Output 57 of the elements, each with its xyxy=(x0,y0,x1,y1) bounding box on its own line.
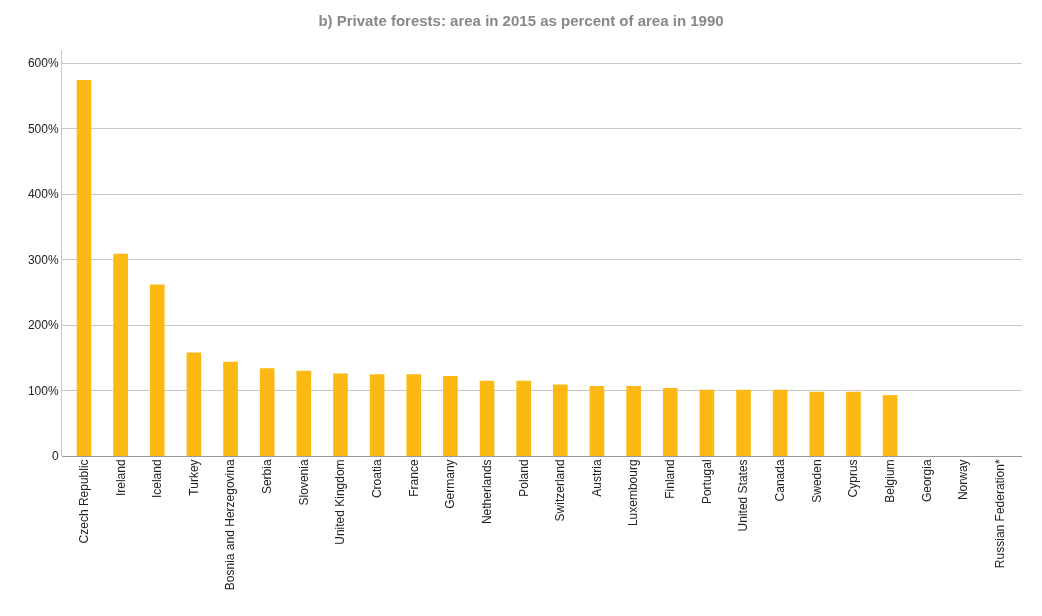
chart-title: b) Private forests: area in 2015 as percent of area in 1990 xyxy=(318,11,724,29)
bar xyxy=(259,368,275,456)
bar xyxy=(882,395,898,456)
bar xyxy=(589,385,605,456)
y-tick-label: 100% xyxy=(27,383,59,398)
bar xyxy=(479,380,495,456)
x-tick-label: Sweden xyxy=(809,459,824,503)
bar xyxy=(113,253,128,456)
x-tick-label: Germany xyxy=(443,459,458,509)
x-tick-label: Netherlands xyxy=(479,459,494,525)
bar xyxy=(369,374,385,456)
x-tick-label: Canada xyxy=(773,459,788,502)
y-tick-label: 200% xyxy=(27,318,59,333)
bar xyxy=(333,373,348,456)
bar xyxy=(626,385,641,456)
x-tick-label: Finland xyxy=(663,459,678,499)
x-tick-label: Russian Federation* xyxy=(992,459,1007,569)
bar xyxy=(772,389,788,456)
x-tick-label: Poland xyxy=(516,459,531,497)
bar xyxy=(443,376,458,456)
bar xyxy=(516,380,532,456)
bar xyxy=(699,389,715,456)
x-tick-label: United Kingdom xyxy=(333,459,348,545)
x-tick-label: Iceland xyxy=(150,459,165,499)
y-tick-label: 0 xyxy=(51,449,59,464)
y-tick-label: 400% xyxy=(27,187,59,202)
x-tick-label: Belgium xyxy=(882,459,897,503)
x-tick-label: Georgia xyxy=(919,459,934,503)
x-tick-label: Switzerland xyxy=(553,459,568,522)
x-tick-label: Croatia xyxy=(370,459,385,499)
y-tick-label: 300% xyxy=(27,252,59,267)
x-tick-label: Ireland xyxy=(113,459,128,497)
x-tick-label: Cyprus xyxy=(846,459,861,498)
x-tick-label: Slovenia xyxy=(296,459,311,506)
bar xyxy=(76,80,92,456)
y-tick-label: 600% xyxy=(27,56,59,71)
x-tick-label: Austria xyxy=(589,459,604,497)
bar xyxy=(223,361,238,456)
bar xyxy=(406,374,422,456)
y-tick-label: 500% xyxy=(27,121,59,136)
bar xyxy=(662,387,678,456)
x-tick-label: Luxembourg xyxy=(626,459,641,527)
bar xyxy=(149,284,165,456)
bar xyxy=(809,391,825,456)
x-tick-label: Norway xyxy=(956,459,971,501)
x-tick-label: United States xyxy=(736,459,751,532)
x-tick-label: Portugal xyxy=(699,459,714,505)
x-tick-label: Czech Republic xyxy=(76,459,91,544)
x-tick-label: Serbia xyxy=(260,459,275,495)
x-tick-label: Bosnia and Herzegovina xyxy=(223,459,238,591)
bar xyxy=(296,370,312,456)
x-tick-label: Turkey xyxy=(186,459,201,496)
bar xyxy=(736,389,751,456)
bar xyxy=(552,384,568,456)
x-tick-label: France xyxy=(406,459,421,497)
bar xyxy=(846,391,861,456)
bar xyxy=(186,352,202,456)
